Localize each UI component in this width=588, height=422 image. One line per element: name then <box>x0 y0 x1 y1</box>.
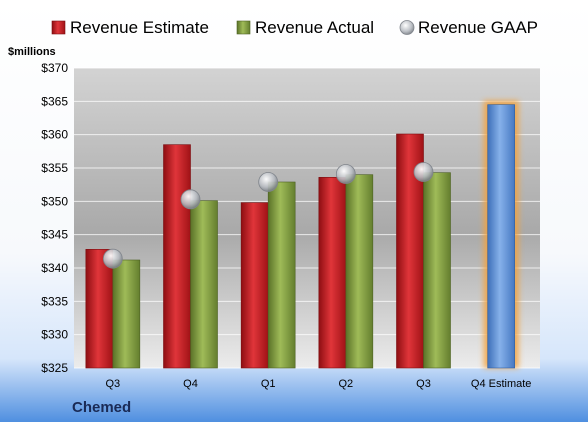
x-axis-ticks: Q3 Q4 Q1 Q2 Q3 Q4 Estimate <box>105 378 531 390</box>
company-name: Chemed <box>72 399 131 416</box>
legend-label: Revenue GAAP <box>418 18 538 37</box>
y-tick-label: $365 <box>41 94 68 108</box>
y-tick-label: $330 <box>41 328 68 342</box>
revenue-gaap-marker <box>258 172 279 192</box>
legend-swatch <box>399 20 415 35</box>
y-tick-label: $350 <box>41 194 68 208</box>
y-tick-label: $370 <box>41 61 68 75</box>
x-tick-label: Q2 <box>338 378 353 390</box>
y-tick-label: $335 <box>41 294 68 308</box>
revenue-actual-bar <box>112 259 141 369</box>
x-tick-label: Q1 <box>261 378 276 390</box>
revenue-gaap-marker <box>102 248 123 269</box>
y-tick-label: $325 <box>41 361 68 375</box>
legend-label: Revenue Actual <box>255 18 374 37</box>
revenue-actual-bar <box>190 200 218 369</box>
legend-swatch <box>236 20 251 35</box>
y-axis-unit-label: $millions <box>8 46 56 58</box>
revenue-estimate-bar <box>318 177 347 369</box>
revenue-gaap-marker <box>180 189 201 210</box>
revenue-actual-bar <box>345 174 374 369</box>
x-tick-label: Q4 <box>183 378 198 390</box>
x-tick-label: Q3 <box>416 378 431 390</box>
x-tick-label: Q3 <box>105 378 120 390</box>
y-tick-label: $355 <box>41 161 68 175</box>
legend-swatch <box>51 20 66 35</box>
revenue-estimate-bar <box>163 144 191 369</box>
revenue-gaap-marker <box>413 162 434 182</box>
revenue-actual-bar <box>267 181 296 369</box>
legend-label: Revenue Estimate <box>70 18 209 37</box>
y-axis-ticks: $325 $330 $335 $340 $345 $350 $355 $360 $365 $370 <box>41 61 68 375</box>
revenue-estimate-bar <box>240 202 269 369</box>
revenue-actual-bar <box>423 172 451 369</box>
chart-legend: Revenue Estimate Revenue Actual Revenue GA… <box>51 18 538 37</box>
grid-lines <box>74 67 540 369</box>
x-tick-label: Q4 Estimate <box>471 378 532 390</box>
gaap-markers <box>102 162 434 269</box>
plot-area <box>74 68 540 368</box>
revenue-gaap-marker <box>335 164 356 184</box>
y-tick-label: $340 <box>41 261 68 275</box>
y-tick-label: $345 <box>41 228 68 242</box>
q4-estimate-bar <box>487 104 515 369</box>
y-tick-label: $360 <box>41 128 68 142</box>
